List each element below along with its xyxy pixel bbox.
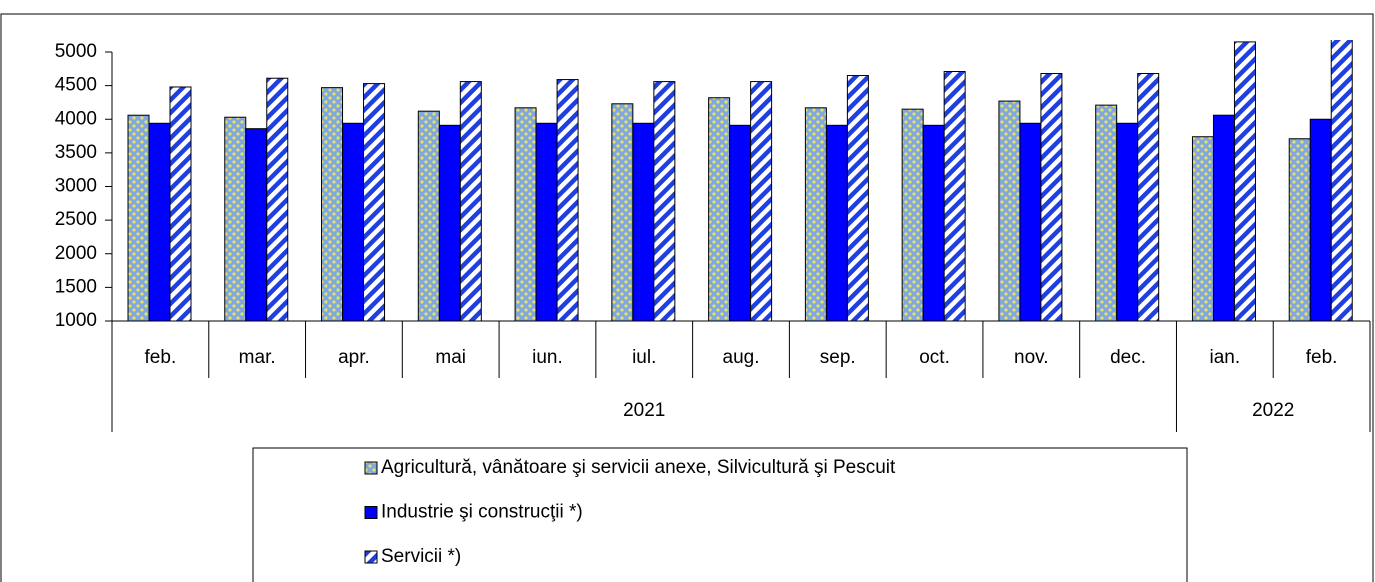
bar <box>169 86 192 322</box>
bar <box>363 83 386 322</box>
y-tick-label: 3000 <box>55 176 97 197</box>
bar <box>224 116 247 322</box>
bar <box>611 103 634 322</box>
group-label: 2021 <box>623 400 665 421</box>
bar <box>266 77 289 322</box>
bar <box>729 124 752 322</box>
legend-swatch <box>364 506 378 519</box>
y-tick-label: 3500 <box>55 142 97 163</box>
bar <box>750 81 773 322</box>
bar <box>556 79 579 322</box>
bar <box>1040 73 1063 322</box>
y-tick-label: 4500 <box>55 75 97 96</box>
legend-label: Servicii *) <box>381 546 461 567</box>
x-tick-label: apr. <box>338 347 370 368</box>
bar <box>922 124 945 322</box>
bar <box>148 122 171 322</box>
x-tick-label: iul. <box>632 347 656 368</box>
bar <box>1019 122 1042 322</box>
bar <box>1137 73 1160 322</box>
bar <box>632 122 655 322</box>
bar <box>804 107 827 322</box>
x-tick-label: ian. <box>1210 347 1241 368</box>
bar <box>1288 138 1311 322</box>
bar <box>127 114 150 322</box>
bar <box>825 124 848 322</box>
y-tick-label: 4000 <box>55 108 97 129</box>
x-tick-label: aug. <box>723 347 760 368</box>
bar <box>1309 118 1332 322</box>
bar <box>438 124 461 322</box>
bar <box>417 110 440 322</box>
bar <box>1095 104 1118 322</box>
bar <box>1212 114 1235 322</box>
group-label: 2022 <box>1252 400 1294 421</box>
legend-swatch <box>364 550 378 564</box>
bar <box>535 122 558 322</box>
legend-box <box>252 447 1188 582</box>
legend-label: Industrie şi construcţii *) <box>381 502 583 523</box>
x-tick-label: dec. <box>1110 347 1146 368</box>
y-tick-label: 2500 <box>55 209 97 230</box>
plot-bars <box>127 40 1353 322</box>
bar <box>459 81 482 322</box>
x-tick-label: iun. <box>532 347 563 368</box>
bar <box>321 87 344 322</box>
bar <box>846 75 869 322</box>
x-tick-label: mar. <box>239 347 276 368</box>
y-tick-label: 2000 <box>55 243 97 264</box>
bar <box>708 97 731 322</box>
bar <box>514 107 537 322</box>
bar <box>998 100 1021 322</box>
x-tick-label: feb. <box>145 347 177 368</box>
bar <box>1233 41 1256 322</box>
bar <box>342 122 365 322</box>
bar <box>1330 40 1353 322</box>
bar <box>1116 122 1139 322</box>
bar <box>1191 136 1214 322</box>
legend-swatch <box>364 461 378 475</box>
x-tick-label: mai <box>435 347 466 368</box>
x-tick-label: oct. <box>919 347 950 368</box>
x-tick-label: nov. <box>1014 347 1049 368</box>
y-tick-label: 5000 <box>55 41 97 62</box>
chart-frame <box>0 13 1374 582</box>
y-tick-label: 1500 <box>55 276 97 297</box>
bar <box>245 128 268 322</box>
bar <box>901 108 924 322</box>
x-tick-label: sep. <box>820 347 856 368</box>
y-tick-label: 1000 <box>55 310 97 331</box>
legend-label: Agricultură, vânătoare şi servicii anexe… <box>381 457 896 478</box>
bar <box>943 71 966 322</box>
x-tick-label: feb. <box>1306 347 1338 368</box>
bar <box>653 81 676 322</box>
